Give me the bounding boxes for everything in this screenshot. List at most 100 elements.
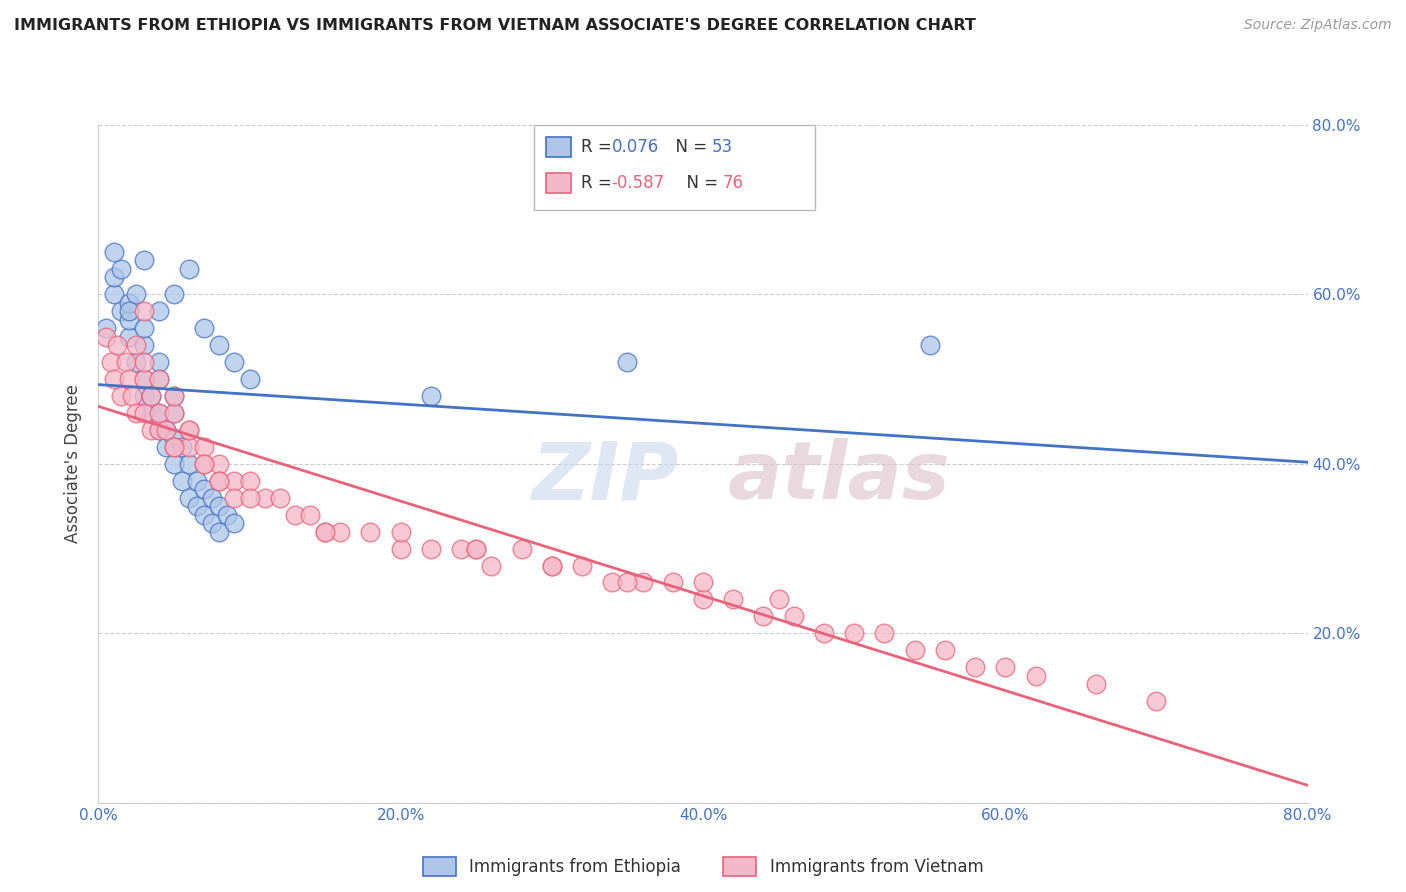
- Point: [571, 558, 593, 573]
- Point: [132, 372, 155, 386]
- Point: [170, 440, 193, 454]
- Point: [314, 524, 336, 539]
- Point: [1085, 677, 1108, 691]
- Point: [125, 287, 148, 301]
- Point: [186, 474, 208, 488]
- Point: [141, 389, 163, 403]
- Point: [155, 423, 177, 437]
- Point: [465, 541, 488, 556]
- Point: [389, 524, 412, 539]
- Point: [389, 541, 412, 556]
- Point: [141, 389, 163, 403]
- Point: [208, 500, 231, 514]
- Point: [103, 287, 125, 301]
- Point: [148, 372, 170, 386]
- Point: [540, 558, 562, 573]
- Point: [118, 304, 141, 318]
- Point: [1024, 669, 1046, 683]
- Point: [163, 440, 186, 454]
- Point: [450, 541, 472, 556]
- Point: [163, 406, 186, 420]
- Point: [141, 406, 163, 420]
- Point: [873, 626, 896, 640]
- Point: [208, 474, 231, 488]
- Text: IMMIGRANTS FROM ETHIOPIA VS IMMIGRANTS FROM VIETNAM ASSOCIATE'S DEGREE CORRELATI: IMMIGRANTS FROM ETHIOPIA VS IMMIGRANTS F…: [14, 18, 976, 33]
- Point: [148, 372, 170, 386]
- Point: [193, 457, 215, 471]
- Point: [813, 626, 835, 640]
- Point: [148, 423, 170, 437]
- Point: [616, 355, 638, 369]
- Point: [132, 304, 155, 318]
- Point: [179, 262, 201, 277]
- Point: [253, 491, 276, 505]
- Point: [163, 406, 186, 420]
- Point: [163, 287, 186, 301]
- Point: [208, 338, 231, 352]
- Point: [994, 660, 1017, 674]
- Text: R =: R =: [581, 174, 617, 192]
- Point: [692, 575, 714, 590]
- Point: [163, 389, 186, 403]
- Point: [103, 372, 125, 386]
- Point: [186, 500, 208, 514]
- Point: [148, 406, 170, 420]
- Point: [155, 440, 177, 454]
- Point: [314, 524, 336, 539]
- Point: [94, 321, 117, 335]
- Point: [110, 304, 132, 318]
- Point: [329, 524, 352, 539]
- Point: [100, 355, 122, 369]
- Point: [163, 457, 186, 471]
- Point: [631, 575, 654, 590]
- Text: -0.587: -0.587: [612, 174, 665, 192]
- Text: 53: 53: [711, 138, 733, 156]
- Point: [918, 338, 941, 352]
- Point: [465, 541, 488, 556]
- Point: [125, 338, 148, 352]
- Text: atlas: atlas: [727, 438, 950, 516]
- Text: 0.076: 0.076: [612, 138, 659, 156]
- Point: [616, 575, 638, 590]
- Point: [163, 440, 186, 454]
- Point: [132, 355, 155, 369]
- Point: [208, 457, 231, 471]
- Point: [208, 474, 231, 488]
- Point: [239, 491, 262, 505]
- Point: [132, 372, 155, 386]
- Point: [239, 474, 262, 488]
- Point: [420, 541, 443, 556]
- Point: [132, 253, 155, 268]
- Point: [163, 389, 186, 403]
- Text: 76: 76: [723, 174, 744, 192]
- Point: [224, 491, 246, 505]
- Y-axis label: Associate's Degree: Associate's Degree: [65, 384, 83, 543]
- Point: [360, 524, 382, 539]
- Point: [163, 432, 186, 446]
- Point: [284, 508, 307, 522]
- Point: [783, 609, 806, 624]
- Point: [110, 262, 132, 277]
- Point: [299, 508, 322, 522]
- Point: [602, 575, 624, 590]
- Point: [692, 592, 714, 607]
- Point: [148, 406, 170, 420]
- Point: [132, 389, 155, 403]
- Point: [118, 330, 141, 344]
- Point: [510, 541, 533, 556]
- Point: [723, 592, 745, 607]
- Point: [118, 372, 141, 386]
- Point: [844, 626, 866, 640]
- Point: [193, 440, 215, 454]
- Text: ZIP: ZIP: [531, 438, 679, 516]
- Point: [420, 389, 443, 403]
- Point: [141, 423, 163, 437]
- Point: [103, 244, 125, 259]
- Point: [224, 355, 246, 369]
- Point: [105, 338, 128, 352]
- Point: [125, 406, 148, 420]
- Point: [201, 491, 224, 505]
- Point: [94, 330, 117, 344]
- Point: [114, 355, 136, 369]
- Point: [965, 660, 987, 674]
